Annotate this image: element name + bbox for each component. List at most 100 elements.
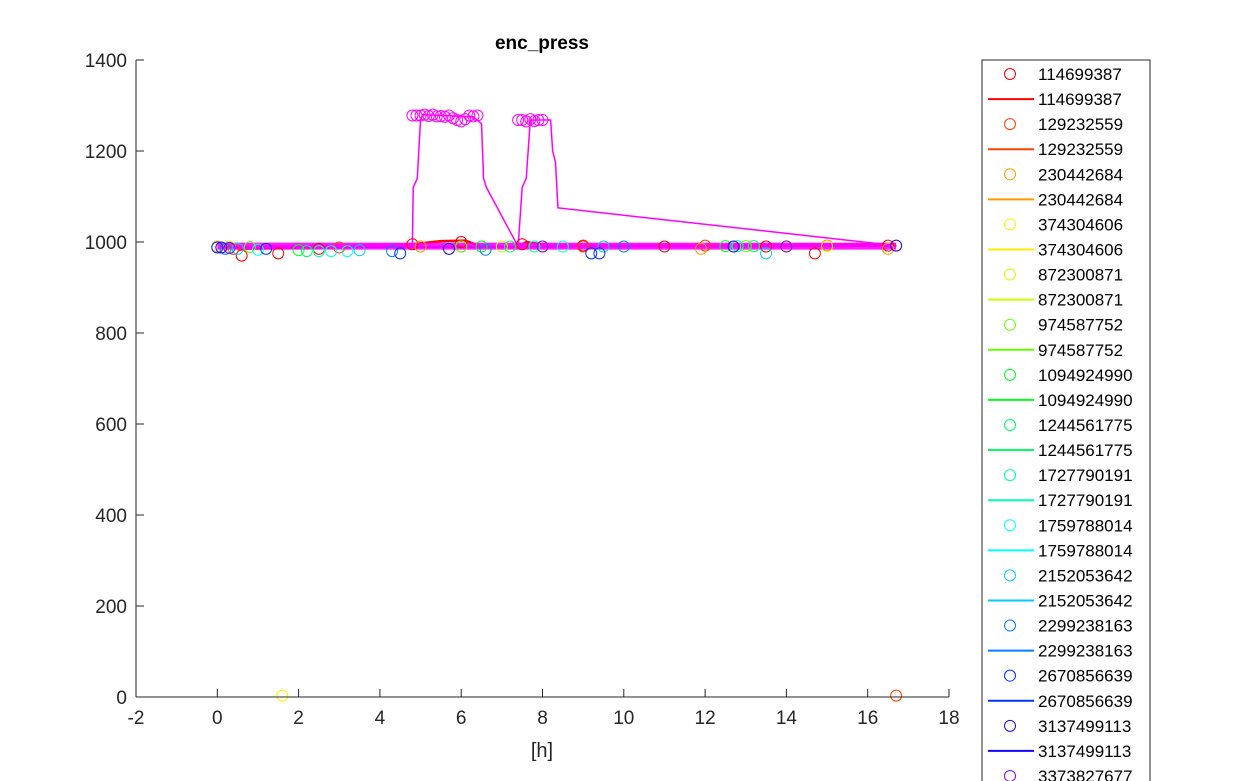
legend-label: 1759788014 (1038, 541, 1133, 560)
y-tick-label: 1000 (85, 233, 127, 254)
data-point (821, 240, 834, 253)
legend-box (981, 59, 1151, 781)
data-point (467, 110, 480, 123)
legend-label: 374304606 (1038, 240, 1123, 259)
data-point (325, 245, 338, 258)
legend-label: 2152053642 (1038, 566, 1133, 585)
data-point (516, 238, 529, 251)
data-point (882, 242, 895, 255)
data-point (406, 109, 419, 122)
legend-label: 2152053642 (1038, 591, 1133, 610)
legend-label: 114699387 (1038, 90, 1122, 109)
data-point (235, 249, 248, 262)
data-point (211, 241, 224, 254)
data-point (459, 113, 472, 126)
data-point (760, 247, 773, 260)
legend-marker-icon (1004, 368, 1016, 381)
data-point (577, 240, 590, 253)
data-point (386, 245, 399, 258)
y-tick-label: 400 (95, 506, 127, 527)
data-point (312, 245, 325, 258)
data-point (585, 247, 598, 260)
legend-marker-icon (1004, 669, 1016, 682)
data-point (532, 114, 545, 127)
data-point (223, 241, 236, 254)
data-point (695, 242, 708, 255)
legend-marker-icon (1004, 318, 1016, 331)
legend-label: 1094924990 (1038, 366, 1133, 385)
data-point (882, 239, 895, 252)
legend-marker-icon (1004, 218, 1016, 231)
data-point (434, 109, 447, 122)
data-point (593, 247, 606, 260)
legend-label: 3137499113 (1038, 742, 1131, 761)
plot-data (211, 108, 903, 702)
x-tick-label: 4 (375, 708, 386, 729)
data-point (556, 240, 569, 253)
data-point (528, 240, 541, 253)
data-point (479, 243, 492, 256)
legend-label: 1759788014 (1038, 516, 1133, 535)
data-point (475, 240, 488, 253)
data-point (495, 240, 508, 253)
data-point (727, 240, 740, 253)
chart-title: enc_press (495, 33, 589, 54)
legend-marker-icon (1004, 769, 1016, 781)
data-point (406, 238, 419, 251)
x-tick-label: 2 (293, 708, 304, 729)
legend-marker-icon (1004, 118, 1016, 131)
legend-label: 1727790191 (1038, 466, 1133, 485)
legend-label: 974587752 (1038, 341, 1123, 360)
legend: 114699387 114699387 129232559 129232559 2304… (981, 59, 1151, 781)
data-point (251, 243, 264, 256)
y-tick-label: 200 (95, 597, 127, 618)
legend-marker-icon (1004, 469, 1016, 482)
data-point (536, 240, 549, 253)
legend-label: 1244561775 (1038, 441, 1133, 460)
data-point (739, 240, 752, 253)
data-point (471, 109, 484, 122)
legend-label: 872300871 (1038, 266, 1123, 285)
data-point (503, 240, 516, 253)
legend-label: 2670856639 (1038, 667, 1133, 686)
data-point (890, 689, 903, 702)
data-point (341, 245, 354, 258)
legend-label: 114699387 (1038, 65, 1122, 84)
data-point (231, 242, 244, 255)
data-point (536, 114, 549, 127)
data-point (617, 240, 630, 253)
data-point (443, 242, 456, 255)
data-point (455, 236, 468, 248)
legend-label: 3137499113 (1038, 717, 1131, 736)
data-point (658, 240, 671, 253)
data-point (430, 110, 443, 123)
data-point (780, 240, 793, 253)
data-point (260, 242, 273, 255)
y-tick-label: 1400 (85, 51, 127, 72)
legend-label: 129232559 (1038, 115, 1123, 134)
legend-label: 129232559 (1038, 140, 1123, 159)
legend-label: 974587752 (1038, 316, 1123, 335)
legend-marker-icon (1004, 68, 1016, 80)
data-point (414, 240, 427, 253)
y-tick-label: 600 (95, 415, 127, 436)
data-point (512, 114, 525, 127)
data-point (455, 240, 468, 253)
data-point (276, 689, 289, 702)
legend-marker-icon (1004, 268, 1016, 281)
x-tick-label: 6 (456, 708, 467, 729)
x-tick-label: 18 (938, 708, 959, 729)
data-point (890, 239, 903, 252)
legend-marker-icon (1004, 619, 1016, 632)
data-point (300, 245, 313, 258)
data-point (760, 240, 773, 253)
legend-label: 374304606 (1038, 215, 1123, 234)
series-band (217, 242, 897, 250)
data-point (463, 109, 476, 122)
legend-marker-icon (1004, 569, 1016, 582)
x-axis-label: [h] (531, 740, 553, 762)
x-tick-label: 16 (857, 708, 878, 729)
data-point (292, 244, 305, 257)
data-point (272, 247, 285, 260)
